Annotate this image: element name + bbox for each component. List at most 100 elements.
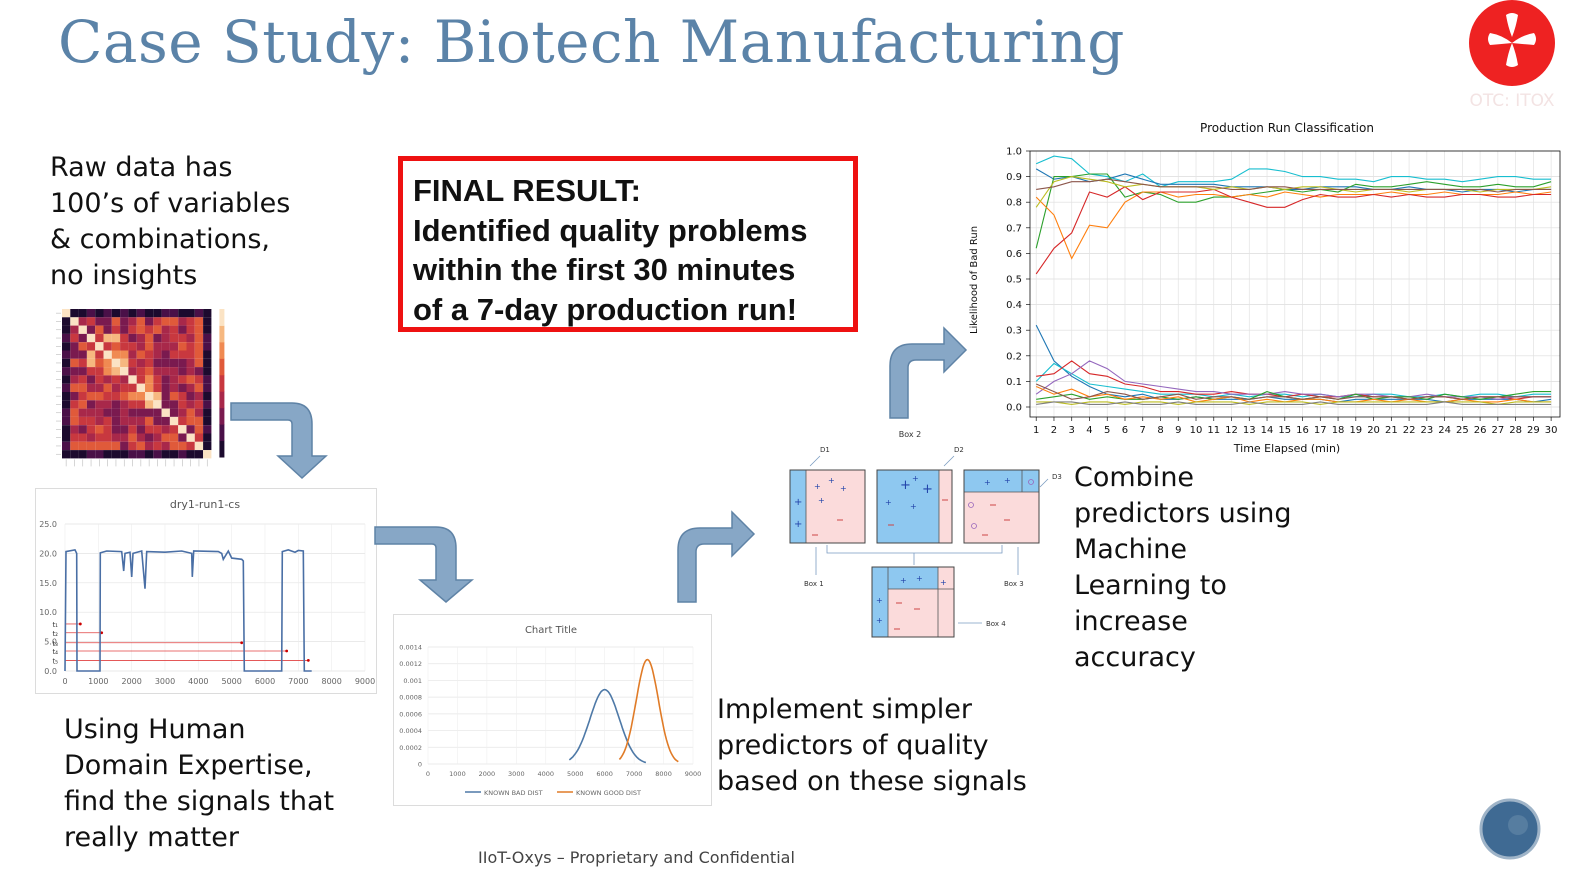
known-good-dist-curve <box>618 658 679 763</box>
prc-series-line-16 <box>1036 401 1552 405</box>
prc-x-tick: 23 <box>1420 425 1433 436</box>
flow-arrow-1 <box>230 402 328 480</box>
dist-y-tick: 0.0008 <box>399 694 422 702</box>
prc-x-tick: 6 <box>1122 425 1128 436</box>
final-result-box: FINAL RESULT: Identified quality problem… <box>398 156 858 332</box>
prc-series-line-11 <box>1035 360 1552 400</box>
decision-box-diagram: Box 2 D1 D2 D3 + + + + + + Box 1 + + + +… <box>789 430 1062 638</box>
prc-y-tick: 0.6 <box>1006 249 1022 260</box>
prc-y-tick: 0.9 <box>1006 172 1022 183</box>
prc-series-line-3 <box>1035 173 1552 249</box>
prc-x-axis-label: Time Elapsed (min) <box>1233 442 1340 455</box>
prc-series-line-7 <box>1036 178 1552 193</box>
svg-text:+: + <box>840 484 847 493</box>
distribution-chart-title: Chart Title <box>525 625 577 636</box>
distribution-legend: KNOWN BAD DIST KNOWN GOOD DIST <box>465 789 641 797</box>
svg-text:+: + <box>794 497 802 508</box>
signal-x-tick: 2000 <box>121 677 141 686</box>
svg-text:+: + <box>940 578 947 587</box>
signal-x-tick: 5000 <box>221 677 241 686</box>
dist-x-tick: 7000 <box>626 770 643 778</box>
signal-chart: dry1-run1-cs 25.0 20.0 15.0 10.0 5.0 0.0 0 100… <box>39 498 375 686</box>
logo-text: OTC: ITOX <box>1469 91 1554 111</box>
prc-y-tick: 0.7 <box>1006 223 1022 234</box>
svg-text:+: + <box>794 519 802 530</box>
signal-x-tick: 8000 <box>321 677 341 686</box>
prc-x-tick: 25 <box>1456 425 1469 436</box>
flow-arrow-2 <box>374 526 475 603</box>
legend-known-good: KNOWN GOOD DIST <box>576 789 641 797</box>
signal-y-tick: 10.0 <box>39 608 57 617</box>
dist-y-tick: 0.0006 <box>399 710 422 718</box>
prc-series-line-9 <box>1035 362 1552 398</box>
prc-series-line-14 <box>1035 383 1552 400</box>
prc-x-tick: 15 <box>1278 425 1291 436</box>
prc-x-tick: 4 <box>1086 425 1092 436</box>
prc-x-tick: 24 <box>1438 425 1451 436</box>
distribution-chart-panel <box>393 614 712 806</box>
signal-marker-label: t₂ <box>52 630 58 638</box>
prc-x-tick: 2 <box>1051 425 1057 436</box>
svg-text:+: + <box>1004 476 1011 485</box>
dist-x-tick: 4000 <box>538 770 555 778</box>
signal-y-tick: 15.0 <box>39 579 57 588</box>
prc-x-tick: 17 <box>1314 425 1327 436</box>
dist-y-tick: 0.0014 <box>399 644 422 652</box>
prc-y-tick: 0.2 <box>1006 351 1022 362</box>
signal-chart-panel <box>35 488 377 694</box>
known-bad-dist-curve <box>568 688 647 764</box>
dist-x-tick: 5000 <box>567 770 584 778</box>
flow-arrow-3 <box>677 510 756 603</box>
dist-x-tick: 9000 <box>685 770 702 778</box>
prc-series-line-2 <box>1035 168 1552 193</box>
svg-text:+: + <box>876 616 883 625</box>
label-d3: D3 <box>1052 473 1062 481</box>
prc-series-line-5 <box>1035 186 1552 275</box>
signal-marker-label: t₅ <box>52 657 58 665</box>
signal-x-tick: 7000 <box>288 677 308 686</box>
prc-x-tick: 21 <box>1385 425 1398 436</box>
prc-x-tick: 28 <box>1509 425 1522 436</box>
distribution-chart: Chart Title 0.0014 0.0012 0.001 0.0008 0.000… <box>399 625 702 797</box>
prc-x-tick: 26 <box>1474 425 1487 436</box>
prc-y-tick: 0.8 <box>1006 198 1022 209</box>
prc-x-tick: 8 <box>1157 425 1163 436</box>
prc-x-tick: 7 <box>1140 425 1146 436</box>
svg-text:+: + <box>912 474 919 483</box>
prc-x-tick: 11 <box>1207 425 1220 436</box>
signal-x-tick: 3000 <box>155 677 175 686</box>
prc-x-tick: 20 <box>1367 425 1380 436</box>
prc-x-tick: 5 <box>1104 425 1110 436</box>
prc-x-tick: 10 <box>1190 425 1203 436</box>
label-box-1: Box 1 <box>804 580 824 588</box>
prc-x-tick: 27 <box>1491 425 1504 436</box>
signal-y-tick: 5.0 <box>44 638 57 647</box>
prc-x-tick: 14 <box>1261 425 1274 436</box>
legend-known-bad: KNOWN BAD DIST <box>484 789 543 797</box>
prc-y-axis-label: Likelihood of Bad Run <box>969 226 980 334</box>
prc-y-tick: 0.3 <box>1006 326 1022 337</box>
svg-text:+: + <box>828 476 835 485</box>
prc-x-tick: 1 <box>1033 425 1039 436</box>
production-run-chart: Production Run Classification 0.0 0.1 0.2 0… <box>969 121 1561 455</box>
dist-y-tick: 0.0004 <box>399 727 422 735</box>
label-box-2: Box 2 <box>899 430 922 439</box>
svg-text:+: + <box>910 502 917 511</box>
prc-x-tick: 29 <box>1527 425 1540 436</box>
prc-chart-title: Production Run Classification <box>1200 121 1374 135</box>
dist-x-tick: 8000 <box>655 770 672 778</box>
svg-text:+: + <box>876 596 883 605</box>
svg-text:+: + <box>922 482 933 497</box>
svg-text:+: + <box>885 498 892 507</box>
box-1: + + + + + + <box>789 469 866 544</box>
prc-x-tick: 12 <box>1225 425 1238 436</box>
svg-text:+: + <box>818 496 825 505</box>
svg-text:+: + <box>814 482 821 491</box>
dist-x-tick: 2000 <box>479 770 496 778</box>
svg-text:+: + <box>984 478 991 487</box>
prc-x-tick: 22 <box>1403 425 1416 436</box>
signal-line <box>64 549 312 672</box>
final-result-heading: FINAL RESULT: <box>413 173 641 208</box>
label-box-3: Box 3 <box>1004 580 1024 588</box>
signal-x-tick: 1000 <box>88 677 108 686</box>
